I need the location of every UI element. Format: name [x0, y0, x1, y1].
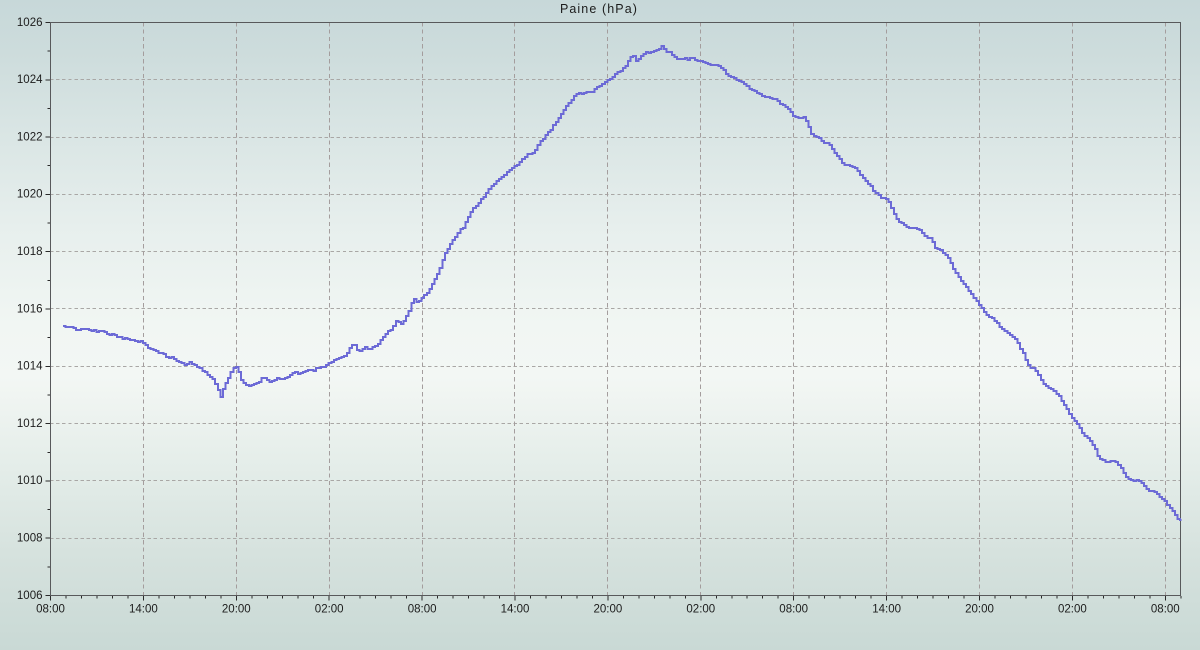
svg-text:1012: 1012: [17, 418, 43, 430]
svg-text:14:00: 14:00: [872, 604, 901, 616]
svg-text:20:00: 20:00: [594, 604, 623, 616]
svg-text:1024: 1024: [17, 74, 43, 86]
svg-text:1022: 1022: [17, 131, 43, 143]
svg-text:14:00: 14:00: [129, 604, 158, 616]
svg-text:02:00: 02:00: [686, 604, 715, 616]
svg-text:20:00: 20:00: [222, 604, 251, 616]
svg-text:08:00: 08:00: [36, 604, 65, 616]
svg-text:1026: 1026: [17, 17, 43, 29]
svg-text:08:00: 08:00: [779, 604, 808, 616]
svg-text:1010: 1010: [17, 475, 43, 487]
svg-text:1020: 1020: [17, 189, 43, 201]
svg-text:14:00: 14:00: [501, 604, 530, 616]
svg-text:02:00: 02:00: [1058, 604, 1087, 616]
svg-text:08:00: 08:00: [1151, 604, 1180, 616]
svg-text:1016: 1016: [17, 303, 43, 315]
svg-text:1006: 1006: [17, 590, 43, 602]
svg-text:02:00: 02:00: [315, 604, 344, 616]
svg-text:1008: 1008: [17, 533, 43, 545]
svg-text:Paine (hPa): Paine (hPa): [560, 2, 638, 16]
svg-text:1018: 1018: [17, 246, 43, 258]
svg-text:1014: 1014: [17, 361, 43, 373]
svg-text:08:00: 08:00: [408, 604, 437, 616]
svg-text:20:00: 20:00: [965, 604, 994, 616]
